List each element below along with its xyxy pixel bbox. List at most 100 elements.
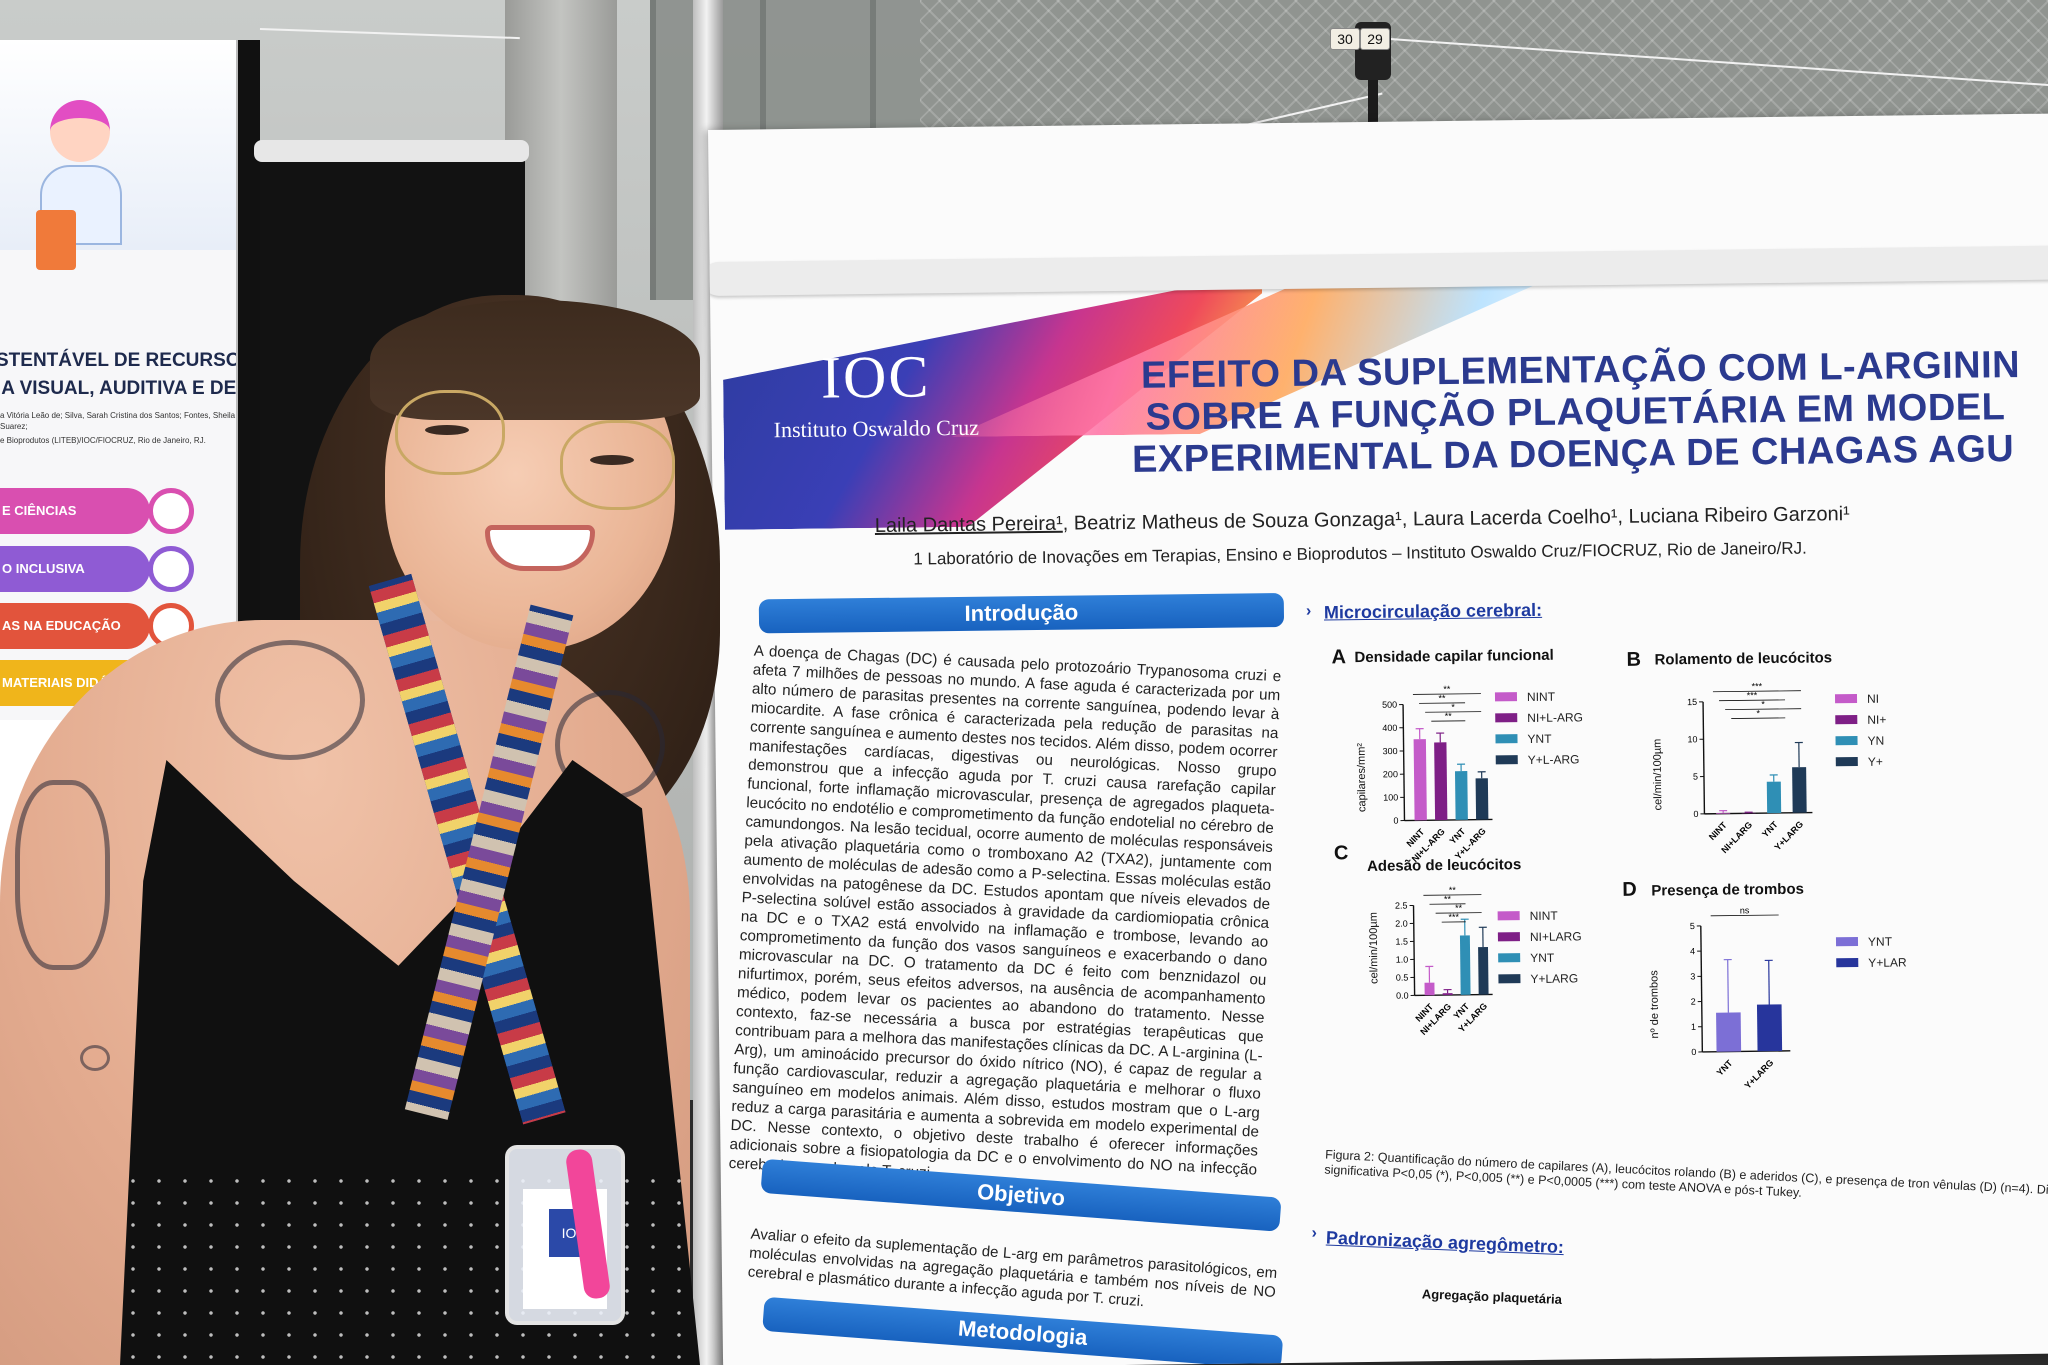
significance-label: *** xyxy=(1448,912,1459,922)
legend-swatch xyxy=(1835,757,1858,767)
bar xyxy=(1716,812,1731,814)
y-tick-label: 400 xyxy=(1382,723,1397,733)
significance-label: * xyxy=(1451,702,1455,712)
ioc-logo: IOC xyxy=(820,343,931,411)
chevron-right-icon: › xyxy=(1305,602,1312,620)
legend-item: NI+L-ARG xyxy=(1495,706,1583,728)
y-axis-label: cel/min/100µm xyxy=(1367,912,1381,984)
co-authors: , Beatriz Matheus de Souza Gonzaga¹, Lau… xyxy=(1062,503,1850,535)
figure-caption: Figura 2: Quantificação do número de cap… xyxy=(1324,1147,2048,1200)
x-category-label: YNT xyxy=(1715,1058,1735,1078)
bar xyxy=(1741,812,1756,814)
legend-item: Y+LARG xyxy=(1498,967,1582,989)
legend-label: YNT xyxy=(1527,731,1552,746)
stripe-inclusiva: O INCLUSIVA xyxy=(0,546,194,592)
legend-swatch xyxy=(1836,958,1859,968)
clipboard-icon xyxy=(36,210,76,270)
y-tick-label: 0 xyxy=(1693,809,1698,819)
legend-label: NINT xyxy=(1529,908,1558,923)
significance-label: *** xyxy=(1747,690,1758,700)
y-axis-label: cel/min/100µm xyxy=(1651,738,1665,811)
y-tick-label: 15 xyxy=(1687,697,1697,707)
bar xyxy=(1434,742,1448,821)
first-author: Laila Dantas Pereira¹ xyxy=(874,512,1063,537)
significance-label: ** xyxy=(1443,684,1451,694)
y-axis xyxy=(1412,905,1416,996)
left-banner-affiliation: e Bioprodutos (LITEB)/IOC/FIOCRUZ, Rio d… xyxy=(0,436,206,445)
significance-label: ** xyxy=(1449,885,1457,895)
x-category-label: YNT xyxy=(1760,819,1780,839)
y-tick-label: 1 xyxy=(1691,1022,1696,1032)
stripe-educacao: AS NA EDUCAÇÃO xyxy=(0,603,194,649)
legend-item: NINT xyxy=(1494,685,1583,707)
y-axis xyxy=(1402,704,1406,821)
eye xyxy=(425,425,469,435)
significance-bracket xyxy=(1419,702,1466,704)
intro-text: A doença de Chagas (DC) é causada pelo p… xyxy=(728,642,1282,1181)
y-tick-label: 1.5 xyxy=(1395,937,1408,947)
poster-title: EFEITO DA SUPLEMENTAÇÃO COM L-ARGININ SO… xyxy=(1131,343,2048,481)
y-tick-label: 5 xyxy=(1693,772,1698,782)
chart-title: Rolamento de leucócitos xyxy=(1654,649,1833,669)
significance-bracket xyxy=(1435,912,1482,914)
y-tick-label: 0 xyxy=(1393,816,1398,826)
x-category-label: NINT xyxy=(1707,820,1729,842)
y-axis-label: nº de trombos xyxy=(1648,970,1662,1039)
significance-label: ns xyxy=(1740,905,1750,915)
chart-title: Adesão de leucócitos xyxy=(1366,856,1522,876)
left-banner-authors: a Vitória Leão de; Silva, Sarah Cristina… xyxy=(0,411,236,432)
legend: NI NI+ YN Y+ xyxy=(1834,688,1887,773)
legend-label: NINT xyxy=(1526,689,1556,704)
legend-swatch xyxy=(1497,932,1520,942)
y-tick-label: 2.0 xyxy=(1395,919,1408,929)
panel-letter: B xyxy=(1626,648,1642,671)
legend-item: NINT xyxy=(1497,904,1582,926)
legend-label: Y+L-ARG xyxy=(1527,751,1580,767)
heart-tattoo xyxy=(80,1045,110,1071)
significance-label: ** xyxy=(1438,693,1446,703)
legend-label: YNT xyxy=(1530,950,1555,965)
legend-swatch xyxy=(1834,694,1858,704)
scientific-poster: IOC Instituto Oswaldo Cruz EFEITO DA SUP… xyxy=(708,113,2048,1365)
x-category-label: Y+LARG xyxy=(1743,1057,1776,1090)
y-tick-label: 2 xyxy=(1691,997,1696,1007)
legend-label: Y+ xyxy=(1867,754,1883,769)
legend-swatch xyxy=(1495,734,1518,744)
y-tick-label: 5 xyxy=(1690,921,1695,931)
y-tick-label: 1.0 xyxy=(1396,955,1409,965)
legend-swatch xyxy=(1498,953,1521,963)
bar xyxy=(1424,982,1435,996)
significance-bracket xyxy=(1719,699,1786,702)
bar xyxy=(1475,778,1489,820)
stripe-ciencias: E CIÊNCIAS xyxy=(0,488,194,534)
legend-item: Y+L-ARG xyxy=(1495,748,1584,770)
glasses-left-lens xyxy=(395,390,505,475)
significance-label: *** xyxy=(1752,681,1763,691)
y-tick-label: 200 xyxy=(1383,769,1398,779)
significance-label: ** xyxy=(1455,903,1463,913)
legend-label: NI xyxy=(1866,691,1880,706)
y-tick-label: 300 xyxy=(1383,746,1398,756)
legend-label: Y+LAR xyxy=(1868,954,1907,970)
bar xyxy=(1454,771,1468,820)
bar xyxy=(1792,767,1807,813)
banner-illustration xyxy=(0,40,236,270)
bar xyxy=(1442,993,1453,996)
significance-bracket xyxy=(1425,711,1482,713)
bar xyxy=(1756,1004,1783,1052)
number-tag: 29 xyxy=(1360,28,1390,50)
y-axis xyxy=(1700,925,1704,1052)
legend-label: YNT xyxy=(1867,934,1893,949)
stripe-label: AS NA EDUCAÇÃO xyxy=(2,618,121,633)
y-tick-label: 0.5 xyxy=(1396,973,1409,983)
legend-item: YNT xyxy=(1498,946,1582,968)
legend-item: NI+LARG xyxy=(1497,925,1582,947)
legend-swatch xyxy=(1835,937,1859,947)
panel-letter: C xyxy=(1333,842,1349,865)
brain-icon xyxy=(148,546,194,592)
legend-swatch xyxy=(1495,755,1518,765)
bar xyxy=(1478,947,1489,995)
y-tick-label: 500 xyxy=(1382,700,1397,710)
